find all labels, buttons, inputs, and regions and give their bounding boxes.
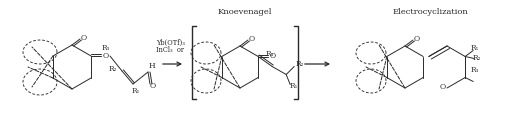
Text: O: O — [103, 52, 109, 60]
Text: R₃: R₃ — [266, 51, 275, 59]
Text: Knoevenagel: Knoevenagel — [218, 8, 272, 16]
Text: Electrocyclization: Electrocyclization — [392, 8, 468, 16]
Text: InCl₃  or: InCl₃ or — [156, 46, 184, 54]
Text: R₃: R₃ — [102, 44, 110, 52]
Text: Yb(OTf)₃: Yb(OTf)₃ — [156, 39, 185, 47]
Text: R₂: R₂ — [109, 65, 117, 73]
Text: H: H — [149, 62, 155, 70]
Text: O: O — [414, 35, 420, 43]
Text: O: O — [270, 53, 276, 60]
Text: O: O — [249, 35, 255, 43]
Text: R₃: R₃ — [471, 66, 479, 75]
Text: R₁: R₁ — [132, 87, 140, 95]
Text: R₁: R₁ — [290, 83, 298, 90]
Text: R₂: R₂ — [473, 55, 481, 62]
Text: O: O — [440, 83, 446, 91]
Text: R₂: R₂ — [296, 60, 305, 68]
Text: R₁: R₁ — [471, 44, 479, 53]
Text: O: O — [150, 82, 156, 90]
Text: O: O — [81, 34, 87, 42]
